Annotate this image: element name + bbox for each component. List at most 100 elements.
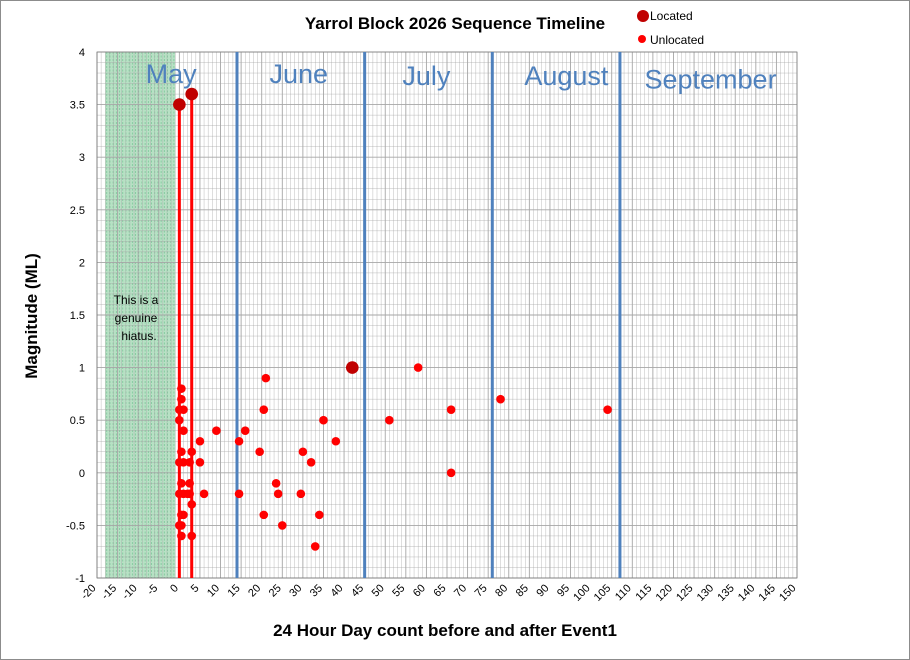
unlocated-point	[185, 479, 194, 488]
y-tick-label: 1.5	[70, 310, 85, 322]
plot-border	[96, 51, 798, 579]
month-label-august: August	[524, 61, 609, 91]
x-tick-label: -15	[99, 582, 119, 602]
y-tick-label: 2	[79, 257, 85, 269]
unlocated-point	[259, 510, 269, 520]
unlocated-point	[177, 531, 186, 541]
x-tick-label: 120	[654, 582, 675, 603]
unlocated-point	[212, 426, 221, 436]
x-tick-label: -10	[120, 582, 140, 602]
located-point	[185, 87, 199, 101]
y-tick-label: 0.5	[70, 415, 85, 427]
unlocated-point	[179, 510, 188, 520]
unlocated-point	[177, 521, 186, 530]
y-tick-label: 2.5	[70, 205, 85, 217]
unlocated-point	[273, 489, 283, 499]
unlocated-point	[187, 531, 197, 541]
unlocated-point	[177, 394, 186, 404]
x-tick-label: 25	[267, 582, 284, 599]
x-tick-label: 90	[534, 582, 551, 599]
legend: Located Unlocated	[637, 9, 704, 47]
unlocated-point	[446, 405, 456, 414]
unlocated-point	[177, 447, 186, 457]
unlocated-point	[261, 373, 271, 383]
unlocated-point	[199, 489, 209, 499]
month-label-june: June	[269, 59, 328, 89]
x-tick-label: 35	[308, 582, 325, 599]
unlocated-point	[496, 394, 505, 404]
x-tick-label: 5	[189, 582, 202, 595]
x-tick-label: 65	[431, 582, 448, 599]
y-tick-label: 4	[79, 47, 85, 59]
x-tick-label: 15	[226, 582, 243, 599]
x-tick-label: 95	[555, 582, 572, 599]
x-tick-label: 20	[246, 582, 263, 599]
unlocated-point	[331, 436, 341, 446]
y-tick-label: -0.5	[66, 520, 85, 532]
y-tick-label: 1	[79, 363, 85, 375]
x-axis-title: 24 Hour Day count before and after Event…	[273, 621, 617, 640]
x-tick-label: 140	[736, 582, 757, 603]
y-axis-title: Magnitude (ML)	[22, 253, 41, 379]
x-tick-label: 75	[473, 582, 490, 599]
chart-title: Yarrol Block 2026 Sequence Timeline	[305, 14, 605, 33]
hiatus-note-line-3: hiatus.	[121, 329, 156, 343]
y-tick-label: 3.5	[70, 100, 85, 112]
hiatus-note-line-2: genuine	[115, 311, 158, 325]
unlocated-point	[385, 415, 394, 425]
unlocated-point	[271, 479, 281, 488]
y-tick-label: -1	[75, 573, 85, 585]
x-tick-label: -5	[145, 582, 160, 597]
unlocated-point	[259, 405, 269, 414]
x-tick-label: 130	[695, 582, 716, 603]
unlocated-point	[185, 457, 194, 467]
x-tick-label: -20	[79, 582, 99, 602]
x-tick-label: 0	[168, 582, 181, 595]
x-tick-label: 60	[411, 582, 428, 599]
x-tick-label: 45	[349, 582, 366, 599]
unlocated-point	[277, 521, 287, 530]
y-tick-label: 3	[79, 152, 85, 164]
legend-label-located: Located	[650, 9, 693, 23]
located-point	[173, 98, 186, 111]
month-label-may: May	[146, 59, 198, 89]
unlocated-point	[177, 384, 186, 393]
unlocated-point	[234, 436, 244, 446]
y-tick-label: 0	[79, 468, 85, 480]
unlocated-point	[446, 468, 456, 478]
unlocated-point	[319, 415, 328, 425]
month-label-july: July	[402, 61, 451, 91]
unlocated-point	[298, 447, 308, 457]
x-tick-label: 80	[493, 582, 510, 599]
unlocated-point	[240, 426, 250, 436]
x-tick-label: 40	[328, 582, 345, 599]
x-tick-label: 125	[674, 582, 695, 603]
axes	[96, 51, 798, 579]
grid-lines	[96, 51, 798, 579]
x-tick-label: 110	[613, 582, 634, 603]
x-tick-label: 55	[390, 582, 407, 599]
unlocated-point	[175, 415, 184, 425]
x-tick-label: 50	[370, 582, 387, 599]
unlocated-point	[315, 510, 324, 520]
x-tick-label: 105	[592, 582, 613, 603]
unlocated-point	[306, 457, 316, 467]
x-tick-label: 115	[634, 582, 655, 603]
x-tick-label: 10	[205, 582, 222, 599]
x-tick-label: 145	[757, 582, 778, 603]
unlocated-point	[187, 447, 197, 457]
unlocated-point	[255, 447, 264, 457]
unlocated-point	[195, 436, 205, 446]
x-tick-label: 70	[452, 582, 469, 599]
x-tick-label: 85	[514, 582, 531, 599]
hiatus-note-line-1: This is a	[114, 293, 159, 307]
legend-marker-unlocated	[638, 35, 646, 43]
unlocated-point	[310, 542, 320, 551]
unlocated-point	[413, 363, 423, 372]
data-points	[173, 87, 612, 551]
unlocated-point	[179, 405, 188, 414]
x-tick-label: 150	[777, 582, 798, 603]
unlocated-point	[187, 500, 197, 509]
month-label-september: September	[644, 64, 776, 94]
